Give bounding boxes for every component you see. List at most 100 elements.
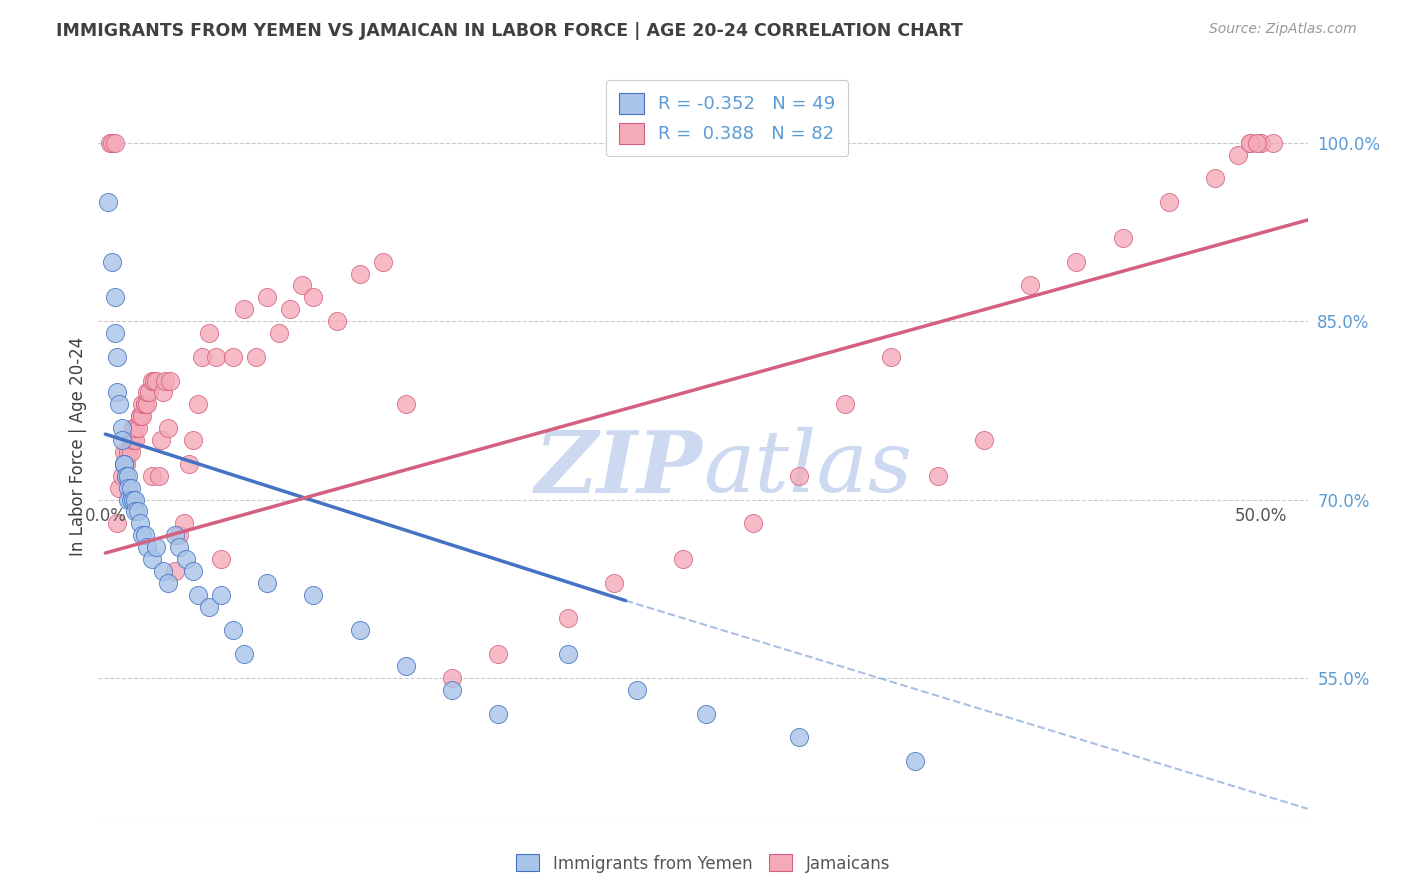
Point xyxy=(302,588,325,602)
Point xyxy=(1239,136,1261,150)
Text: ZIP: ZIP xyxy=(536,426,703,510)
Point xyxy=(1246,136,1268,150)
Point xyxy=(486,706,509,721)
Point xyxy=(104,326,127,340)
Point xyxy=(198,599,221,614)
Point xyxy=(1066,254,1088,268)
Point xyxy=(131,528,153,542)
Point xyxy=(603,575,626,590)
Text: IMMIGRANTS FROM YEMEN VS JAMAICAN IN LABOR FORCE | AGE 20-24 CORRELATION CHART: IMMIGRANTS FROM YEMEN VS JAMAICAN IN LAB… xyxy=(56,22,963,40)
Point xyxy=(156,575,179,590)
Point xyxy=(441,682,464,697)
Point xyxy=(115,468,138,483)
Point xyxy=(927,468,949,483)
Point xyxy=(395,397,418,411)
Point xyxy=(124,433,146,447)
Point xyxy=(198,326,221,340)
Point xyxy=(173,516,195,531)
Point xyxy=(124,421,146,435)
Point xyxy=(122,433,145,447)
Point xyxy=(787,468,810,483)
Point xyxy=(110,433,132,447)
Point xyxy=(325,314,347,328)
Point xyxy=(134,397,156,411)
Point xyxy=(115,468,138,483)
Point xyxy=(120,445,142,459)
Point xyxy=(903,754,925,768)
Point xyxy=(181,564,204,578)
Point xyxy=(278,302,301,317)
Point xyxy=(177,457,200,471)
Point xyxy=(152,385,174,400)
Point xyxy=(131,397,153,411)
Point xyxy=(142,374,165,388)
Point xyxy=(127,504,149,518)
Point xyxy=(127,421,149,435)
Point xyxy=(221,350,243,364)
Point xyxy=(557,611,579,625)
Point xyxy=(155,374,177,388)
Point xyxy=(209,552,232,566)
Point xyxy=(105,350,128,364)
Point xyxy=(141,552,163,566)
Point xyxy=(117,492,139,507)
Point xyxy=(695,706,717,721)
Point xyxy=(110,468,132,483)
Point xyxy=(672,552,695,566)
Point xyxy=(97,195,120,210)
Point xyxy=(120,433,142,447)
Point xyxy=(112,457,135,471)
Point xyxy=(134,397,156,411)
Point xyxy=(104,290,127,304)
Point xyxy=(834,397,856,411)
Point xyxy=(233,647,256,661)
Point xyxy=(112,457,135,471)
Point xyxy=(1239,136,1261,150)
Point xyxy=(141,374,163,388)
Point xyxy=(169,540,191,554)
Point xyxy=(131,409,153,424)
Point xyxy=(441,671,464,685)
Point xyxy=(233,302,256,317)
Point xyxy=(124,504,146,518)
Point xyxy=(787,731,810,745)
Point xyxy=(557,647,579,661)
Point xyxy=(349,267,371,281)
Point xyxy=(395,659,418,673)
Point xyxy=(105,385,128,400)
Point xyxy=(145,374,167,388)
Y-axis label: In Labor Force | Age 20-24: In Labor Force | Age 20-24 xyxy=(69,336,87,556)
Point xyxy=(349,624,371,638)
Point xyxy=(163,528,186,542)
Point xyxy=(104,136,127,150)
Point xyxy=(115,457,138,471)
Point xyxy=(101,136,124,150)
Point xyxy=(880,350,903,364)
Point xyxy=(120,492,142,507)
Point xyxy=(129,516,152,531)
Point xyxy=(117,468,139,483)
Point xyxy=(117,445,139,459)
Point xyxy=(181,433,204,447)
Point xyxy=(371,254,394,268)
Point xyxy=(169,528,191,542)
Point xyxy=(112,457,135,471)
Point xyxy=(163,564,186,578)
Point xyxy=(117,445,139,459)
Point xyxy=(122,492,145,507)
Point xyxy=(205,350,228,364)
Point xyxy=(1250,136,1272,150)
Point xyxy=(117,481,139,495)
Point xyxy=(112,445,135,459)
Point xyxy=(124,492,146,507)
Point xyxy=(209,588,232,602)
Point xyxy=(98,136,121,150)
Point xyxy=(156,421,179,435)
Text: 0.0%: 0.0% xyxy=(84,508,127,525)
Point xyxy=(134,528,156,542)
Point xyxy=(110,421,132,435)
Point xyxy=(141,468,163,483)
Point xyxy=(136,385,159,400)
Point xyxy=(1227,147,1250,161)
Point xyxy=(105,516,128,531)
